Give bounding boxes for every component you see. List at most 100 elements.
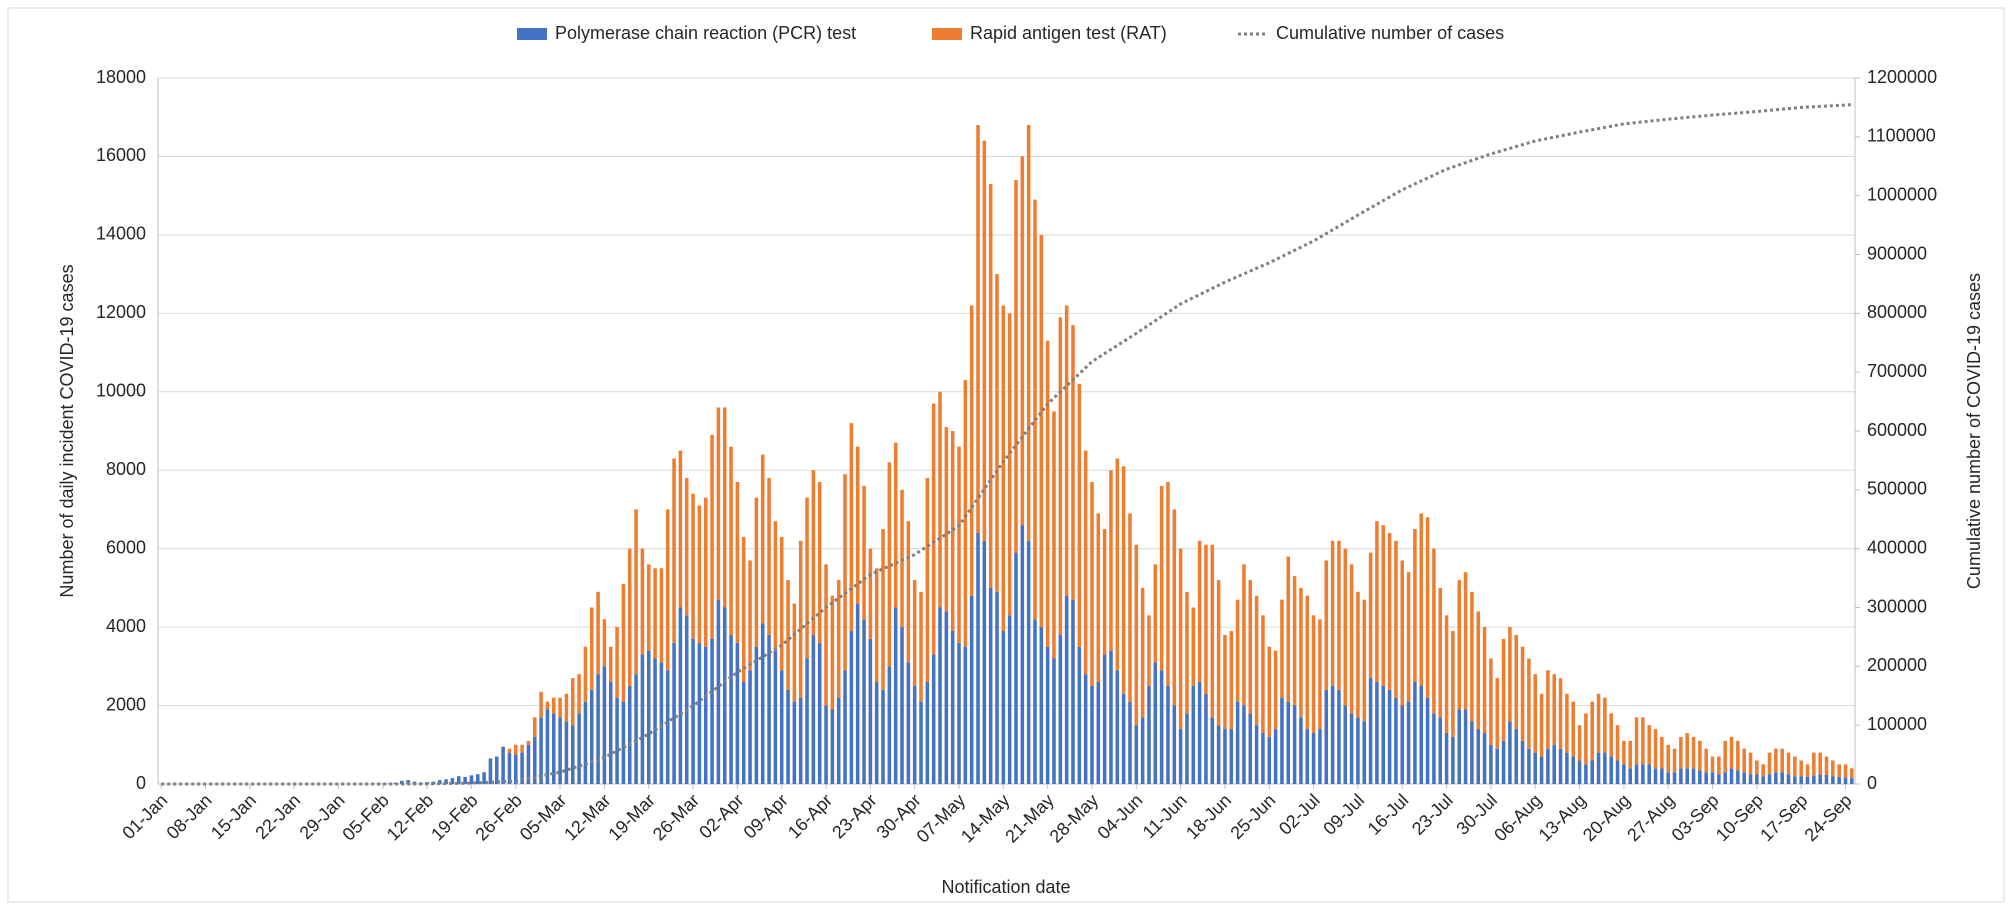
bar (1349, 713, 1354, 784)
bar (1381, 525, 1386, 686)
bar (760, 623, 765, 784)
bar (1039, 234, 1044, 628)
bar (779, 670, 784, 784)
bar (1603, 697, 1607, 753)
bar (1767, 752, 1772, 775)
bar (1375, 682, 1379, 784)
bar (1071, 599, 1075, 784)
y2-tick-label: 200000 (1867, 655, 1927, 675)
bar (1710, 756, 1715, 773)
legend-label: Cumulative number of cases (1276, 23, 1504, 43)
bar (1286, 556, 1291, 702)
bar (551, 697, 556, 714)
bar (1850, 778, 1854, 784)
bar (1767, 774, 1772, 784)
bar (1729, 736, 1734, 769)
y2-tick-label: 1100000 (1867, 126, 1936, 146)
bar (1178, 729, 1183, 784)
bar (1552, 744, 1556, 784)
bar (786, 689, 790, 784)
bar (1463, 709, 1468, 784)
legend-swatch (932, 28, 962, 40)
bar (1457, 580, 1462, 710)
bar (1096, 682, 1101, 784)
bar (577, 674, 581, 714)
bar (1717, 756, 1721, 775)
bar (1406, 572, 1411, 702)
bar (1723, 772, 1727, 784)
bar (1406, 701, 1411, 784)
y-tick-label: 12000 (96, 302, 146, 322)
bar (1273, 729, 1278, 784)
bar (678, 450, 683, 608)
bar (608, 646, 613, 683)
bar (710, 638, 714, 784)
bar (627, 685, 632, 784)
bar (1242, 564, 1246, 706)
bar (817, 642, 822, 784)
bar (849, 423, 854, 632)
bar (995, 274, 999, 592)
bar (1394, 540, 1398, 698)
bar (457, 776, 461, 784)
bar (729, 634, 733, 784)
bar (1071, 325, 1075, 600)
bar (805, 658, 809, 784)
bar (564, 721, 569, 784)
bar (1628, 740, 1632, 769)
y2-tick-label: 400000 (1867, 537, 1927, 557)
bar (1394, 697, 1398, 784)
bar (976, 532, 980, 784)
bar (577, 713, 581, 784)
bar (938, 391, 942, 608)
bar (1432, 548, 1436, 714)
bar (539, 717, 543, 784)
bar (1615, 760, 1620, 784)
bar (1774, 772, 1778, 784)
bar (1033, 619, 1037, 784)
bar (1096, 513, 1101, 683)
bar (1748, 774, 1753, 784)
bar (1508, 721, 1512, 784)
bar (881, 529, 885, 690)
bar (919, 591, 923, 702)
bar (900, 489, 904, 628)
bar (1527, 748, 1531, 784)
bar (1159, 670, 1164, 784)
bar (1647, 725, 1651, 765)
bar (1584, 713, 1588, 765)
bar (1463, 572, 1468, 710)
bar (1381, 685, 1386, 784)
y-tick-label: 0 (136, 773, 146, 793)
bar (1242, 705, 1246, 784)
y-tick-label: 2000 (106, 694, 146, 714)
bar (570, 725, 575, 784)
bar (817, 481, 822, 643)
bar (1254, 725, 1259, 784)
bar (1660, 736, 1664, 769)
y-axis-label: Number of daily incident COVID-19 cases (57, 264, 77, 597)
bar (1704, 748, 1708, 773)
bar (691, 493, 695, 639)
bar (501, 746, 505, 784)
bar (767, 634, 771, 784)
bar (1799, 760, 1803, 777)
bar (1476, 611, 1481, 730)
bar (710, 434, 714, 639)
bar (874, 682, 879, 784)
bar (906, 521, 911, 663)
bar (684, 615, 689, 784)
bar (868, 638, 873, 784)
bar (925, 682, 930, 784)
bar (1793, 776, 1797, 784)
bar (520, 752, 524, 784)
bar (678, 607, 683, 784)
bar (1698, 740, 1702, 771)
bar (1520, 646, 1525, 741)
bar (1248, 713, 1253, 784)
bar (1292, 576, 1297, 706)
bar (1457, 709, 1462, 784)
bar (621, 701, 626, 784)
bar (1090, 481, 1094, 686)
bar (1090, 685, 1094, 784)
